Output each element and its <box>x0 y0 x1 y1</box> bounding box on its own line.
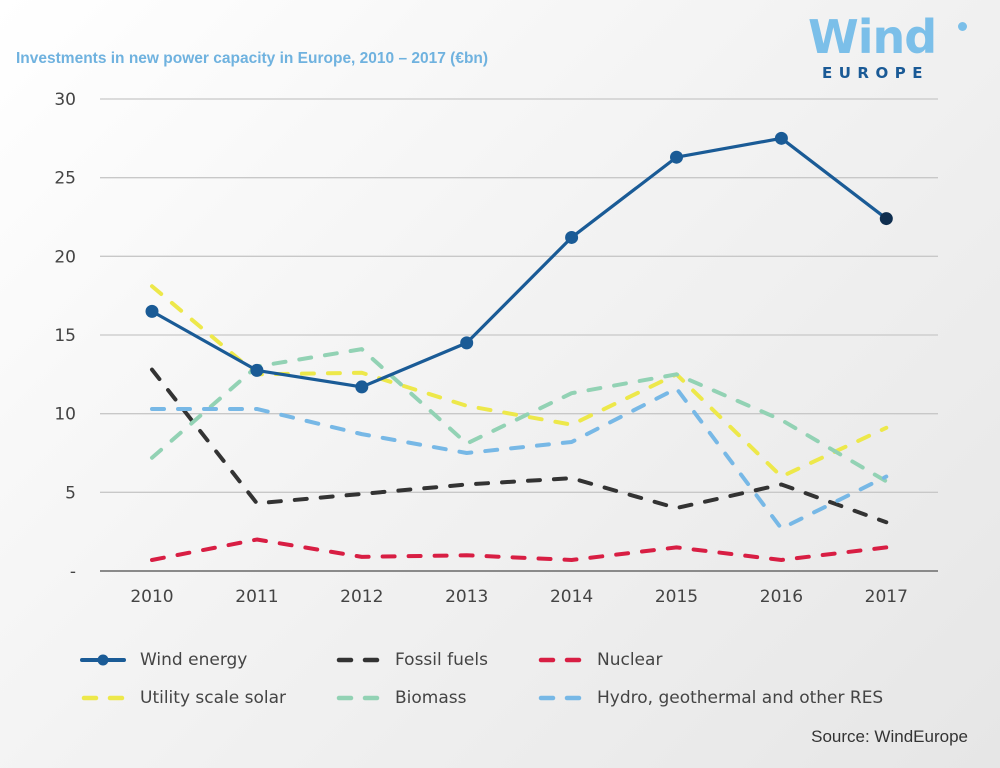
y-axis-ticks: 30 25 20 15 10 5 - <box>54 90 76 582</box>
legend-item-wind-energy: Wind energy <box>80 645 247 675</box>
x-axis-ticks: 2010 2011 2012 2013 2014 2015 2016 2017 <box>130 587 908 607</box>
legend-label: Nuclear <box>597 650 663 670</box>
legend-swatch-icon <box>80 654 126 666</box>
data-point-wind-energy <box>670 150 683 164</box>
series-line-nuclear <box>150 537 889 562</box>
x-tick-label: 2015 <box>655 587 698 607</box>
series-wind-energy <box>145 131 893 394</box>
y-tick-label: 25 <box>54 169 76 189</box>
y-tick-label: 30 <box>54 90 76 110</box>
chart-title: Investments in new power capacity in Eur… <box>16 50 489 67</box>
data-point-wind-energy <box>774 131 788 145</box>
logo-dot-icon <box>958 22 967 31</box>
series-line-wind-energy <box>150 136 888 389</box>
series-fossil-fuels <box>150 367 889 525</box>
series-group <box>145 131 893 562</box>
legend-item-nuclear: Nuclear <box>537 645 662 675</box>
series-line-hydro-geothermal-and-other-res <box>150 386 889 531</box>
legend-swatch-icon <box>336 657 380 663</box>
legend: Wind energy Fossil fuels Nuclear Utility sc… <box>80 645 960 725</box>
legend-swatch-icon <box>336 695 380 701</box>
data-point-wind-energy <box>879 212 893 226</box>
legend-item-utility-scale-solar: Utility scale solar <box>80 683 286 713</box>
data-point-wind-energy <box>460 336 474 350</box>
data-point-wind-energy <box>565 230 579 244</box>
logo-subtitle: EUROPE <box>822 64 929 82</box>
windeurope-logo: Wind EUROPE <box>808 10 978 86</box>
legend-swatch-icon <box>81 695 125 701</box>
series-biomass <box>150 347 889 484</box>
series-hydro-geothermal-and-other-res <box>150 386 889 531</box>
legend-label: Hydro, geothermal and other RES <box>597 688 884 708</box>
data-point-wind-energy <box>250 363 264 377</box>
legend-label: Utility scale solar <box>140 688 287 708</box>
legend-item-biomass: Biomass <box>335 683 466 713</box>
legend-label: Biomass <box>395 688 467 708</box>
x-tick-label: 2013 <box>445 587 488 607</box>
data-point-wind-energy <box>355 380 369 394</box>
series-line-fossil-fuels <box>150 367 889 525</box>
grid-lines <box>100 98 938 572</box>
source-note: Source: WindEurope <box>811 727 968 746</box>
series-line-biomass <box>150 347 889 484</box>
y-tick-label: 10 <box>54 405 76 425</box>
y-tick-label: - <box>70 562 76 582</box>
legend-item-hydro-geothermal-and-other-res: Hydro, geothermal and other RES <box>537 683 883 713</box>
legend-swatch-icon <box>538 657 582 663</box>
y-tick-label: 5 <box>65 483 76 503</box>
logo-wordmark: Wind <box>808 10 937 64</box>
legend-label: Fossil fuels <box>395 650 488 670</box>
legend-swatch-icon <box>538 695 582 701</box>
legend-item-fossil-fuels: Fossil fuels <box>335 645 488 675</box>
x-tick-label: 2012 <box>340 587 383 607</box>
x-tick-label: 2010 <box>130 587 173 607</box>
x-tick-label: 2014 <box>550 587 593 607</box>
x-tick-label: 2011 <box>235 587 278 607</box>
legend-label: Wind energy <box>140 650 248 670</box>
x-tick-label: 2017 <box>865 587 908 607</box>
series-nuclear <box>150 537 889 562</box>
x-tick-label: 2016 <box>760 587 803 607</box>
y-tick-label: 15 <box>54 326 76 346</box>
data-point-wind-energy <box>145 304 159 318</box>
y-tick-label: 20 <box>54 247 76 267</box>
